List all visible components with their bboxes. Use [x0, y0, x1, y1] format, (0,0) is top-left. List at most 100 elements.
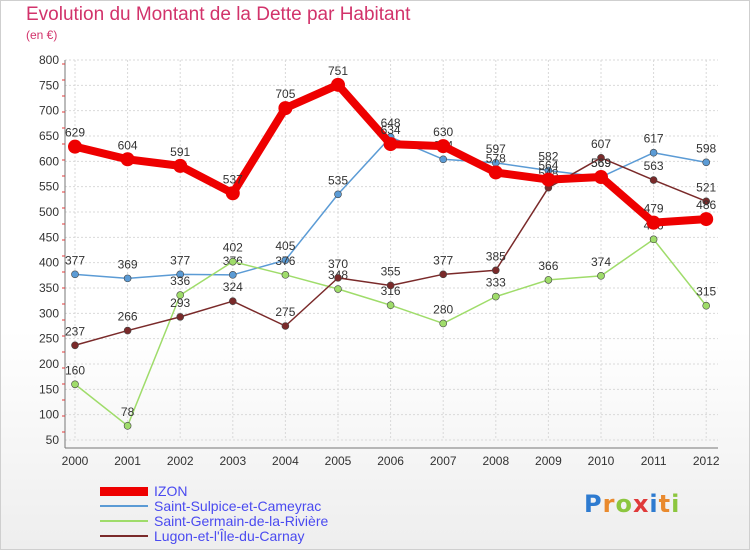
data-point-saint-germain-de-la-rivi-re [491, 292, 500, 301]
data-label-lugon-et-l-le-du-carnay: 324 [223, 280, 243, 294]
data-point-saint-germain-de-la-rivi-re [281, 271, 290, 279]
data-point-izon [120, 152, 135, 167]
data-label-saint-germain-de-la-rivi-re: 402 [223, 241, 243, 255]
data-point-saint-germain-de-la-rivi-re [123, 422, 132, 430]
data-point-lugon-et-l-le-du-carnay [491, 266, 500, 275]
x-tick-label: 2010 [588, 454, 615, 468]
x-tick-label: 2004 [272, 454, 299, 468]
legend-label-izon: IZON [154, 483, 188, 499]
data-label-saint-sulpice-et-cameyrac: 598 [696, 141, 716, 155]
data-label-lugon-et-l-le-du-carnay: 563 [644, 159, 664, 173]
data-point-saint-sulpice-et-cameyrac [439, 155, 448, 164]
data-label-saint-sulpice-et-cameyrac: 405 [275, 239, 295, 253]
x-tick-label: 2011 [641, 454, 667, 468]
legend-label-saint-sulpice: Saint-Sulpice-et-Cameyrac [154, 498, 322, 514]
data-point-saint-germain-de-la-rivi-re [439, 319, 448, 328]
y-tick-label: 500 [39, 205, 59, 219]
data-label-saint-sulpice-et-cameyrac: 617 [644, 132, 664, 146]
data-point-lugon-et-l-le-du-carnay [71, 341, 79, 350]
data-label-lugon-et-l-le-du-carnay: 385 [486, 249, 506, 263]
data-point-izon [436, 139, 451, 154]
data-label-izon: 634 [381, 123, 401, 137]
data-label-lugon-et-l-le-du-carnay: 237 [65, 324, 85, 338]
data-label-saint-germain-de-la-rivi-re: 316 [381, 284, 401, 298]
x-tick-label: 2005 [325, 454, 352, 468]
logo-letter: P [584, 490, 603, 518]
logo-letter: i [649, 490, 659, 518]
y-tick-label: 750 [39, 78, 59, 92]
x-tick-label: 2012 [693, 454, 720, 468]
data-point-saint-germain-de-la-rivi-re [702, 301, 711, 310]
data-label-izon: 604 [118, 138, 138, 152]
data-label-saint-sulpice-et-cameyrac: 597 [486, 142, 506, 156]
x-tick-label: 2009 [535, 454, 562, 468]
data-point-izon [594, 170, 608, 185]
data-label-saint-germain-de-la-rivi-re: 336 [170, 274, 190, 288]
data-label-izon: 705 [275, 87, 295, 101]
legend-swatch-lugon [100, 535, 148, 537]
y-tick-label: 100 [39, 408, 59, 422]
data-label-izon: 578 [486, 151, 506, 165]
data-point-saint-germain-de-la-rivi-re [544, 276, 553, 284]
data-label-izon: 751 [328, 64, 348, 78]
data-label-saint-germain-de-la-rivi-re: 160 [65, 363, 85, 377]
data-label-saint-germain-de-la-rivi-re: 280 [433, 302, 453, 316]
data-point-saint-germain-de-la-rivi-re [597, 272, 605, 280]
data-point-lugon-et-l-le-du-carnay [597, 153, 605, 162]
data-point-lugon-et-l-le-du-carnay [386, 281, 395, 290]
data-label-saint-sulpice-et-cameyrac: 582 [538, 149, 558, 163]
data-label-saint-sulpice-et-cameyrac: 648 [381, 116, 401, 130]
logo-letter: o [615, 490, 633, 518]
y-tick-label: 700 [39, 104, 59, 118]
y-tick-label: 600 [39, 154, 59, 168]
data-label-lugon-et-l-le-du-carnay: 355 [381, 264, 401, 278]
data-label-izon: 591 [170, 145, 190, 159]
data-label-lugon-et-l-le-du-carnay: 275 [275, 305, 295, 319]
logo-letter: t [658, 490, 672, 518]
data-point-izon [331, 77, 345, 92]
y-tick-label: 50 [46, 433, 60, 447]
data-point-saint-sulpice-et-cameyrac [71, 270, 79, 279]
data-point-lugon-et-l-le-du-carnay [123, 326, 132, 335]
data-point-izon [646, 215, 661, 230]
y-tick-label: 550 [39, 180, 59, 194]
data-label-lugon-et-l-le-du-carnay: 607 [591, 137, 611, 151]
data-label-saint-germain-de-la-rivi-re: 366 [538, 259, 558, 273]
data-point-saint-sulpice-et-cameyrac [334, 190, 342, 199]
data-point-lugon-et-l-le-du-carnay [229, 297, 237, 305]
data-label-lugon-et-l-le-du-carnay: 266 [118, 310, 138, 324]
x-tick-label: 2002 [167, 454, 194, 468]
data-point-lugon-et-l-le-du-carnay [649, 176, 658, 184]
y-tick-label: 150 [39, 382, 59, 396]
data-point-saint-sulpice-et-cameyrac [281, 256, 290, 264]
data-point-lugon-et-l-le-du-carnay [702, 197, 711, 206]
data-label-lugon-et-l-le-du-carnay: 293 [170, 296, 190, 310]
data-label-saint-sulpice-et-cameyrac: 369 [118, 257, 138, 271]
line-chart: 50 100 150 200 250 300 350 400 450 500 550 600 650 70… [39, 53, 720, 468]
data-label-izon: 564 [538, 159, 558, 173]
x-tick-label: 2007 [430, 454, 457, 468]
legend-label-lugon: Lugon-et-l'Île-du-Carnay [154, 528, 305, 544]
data-point-izon [225, 186, 240, 201]
data-label-saint-sulpice-et-cameyrac: 377 [65, 253, 85, 267]
data-point-saint-germain-de-la-rivi-re [71, 380, 79, 389]
data-label-saint-germain-de-la-rivi-re: 374 [591, 255, 611, 269]
data-point-saint-sulpice-et-cameyrac [176, 270, 184, 279]
data-point-izon [173, 158, 188, 173]
data-point-izon [488, 165, 503, 180]
chart-unit: (en €) [26, 28, 58, 42]
data-point-saint-germain-de-la-rivi-re [649, 235, 658, 244]
data-point-saint-germain-de-la-rivi-re [229, 257, 237, 266]
data-point-saint-germain-de-la-rivi-re [176, 291, 184, 299]
logo-letter: r [602, 490, 616, 518]
chart-title: Evolution du Montant de la Dette par Hab… [26, 4, 411, 25]
data-label-saint-germain-de-la-rivi-re: 376 [275, 254, 295, 268]
legend-swatch-saint-germain [100, 520, 148, 522]
proxiti-logo: Proxiti [584, 490, 680, 518]
y-tick-label: 250 [39, 332, 59, 346]
data-point-saint-germain-de-la-rivi-re [334, 285, 342, 293]
x-tick-label: 2001 [114, 454, 141, 468]
data-label-saint-germain-de-la-rivi-re: 78 [121, 405, 135, 419]
data-point-izon [278, 101, 293, 116]
data-point-saint-sulpice-et-cameyrac [649, 148, 658, 157]
